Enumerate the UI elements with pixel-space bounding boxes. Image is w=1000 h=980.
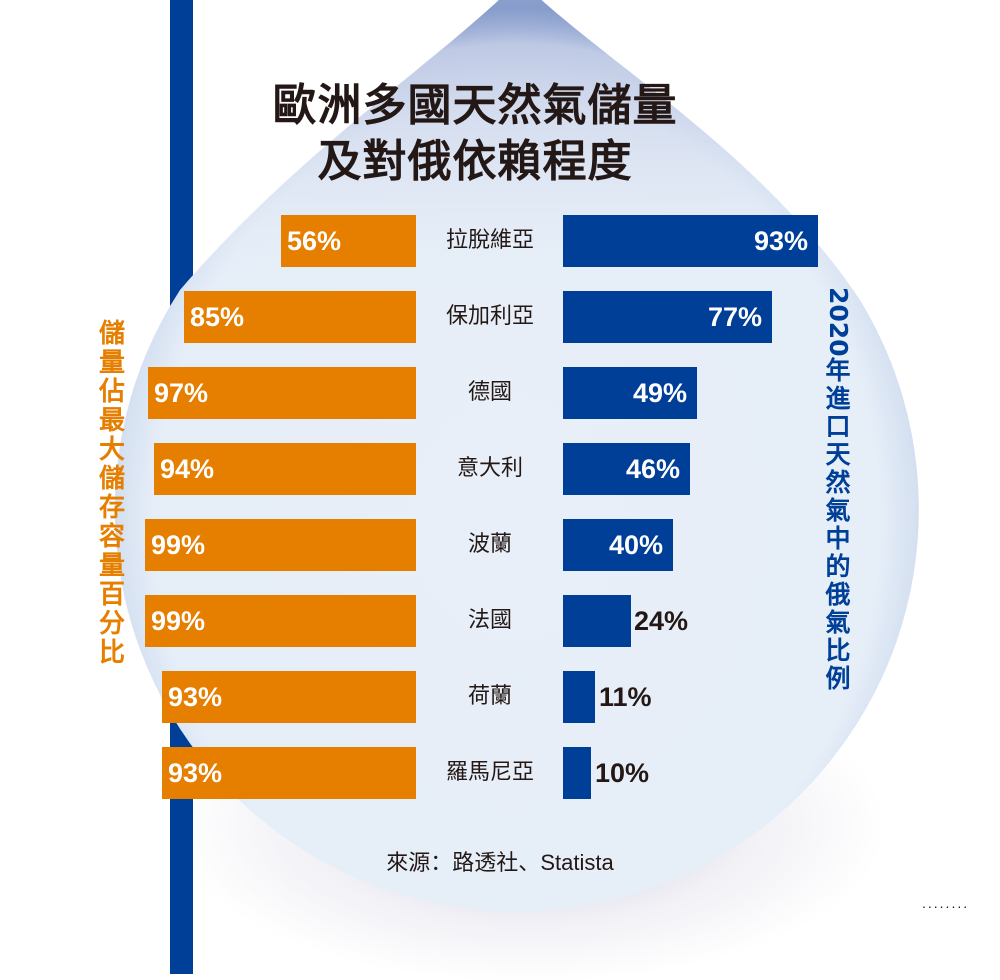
storage-value: 93% bbox=[168, 758, 223, 788]
country-label: 拉脫維亞 bbox=[445, 228, 534, 253]
left-axis-label: 儲量佔最大儲存容量百分比 bbox=[98, 319, 125, 668]
country-label: 保加利亞 bbox=[445, 304, 534, 329]
storage-value: 85% bbox=[190, 302, 245, 332]
russian-share-value: 40% bbox=[608, 530, 663, 560]
country-label: 荷蘭 bbox=[467, 684, 512, 709]
russian-share-bar: 93% bbox=[563, 215, 818, 267]
right-axis-text: 年進口天然氣中的俄氣比例 bbox=[825, 355, 851, 693]
russian-share-bar bbox=[563, 595, 631, 647]
storage-value: 93% bbox=[168, 682, 223, 712]
country-label: 德國 bbox=[467, 380, 512, 405]
storage-bar: 99% bbox=[145, 519, 416, 571]
russian-share-value: 46% bbox=[625, 454, 680, 484]
storage-value: 99% bbox=[151, 606, 206, 636]
russian-share-bar: 49% bbox=[563, 367, 697, 419]
russian-share-value: 10% bbox=[595, 758, 650, 788]
country-label: 波蘭 bbox=[467, 532, 512, 557]
russian-share-bar: 77% bbox=[563, 291, 772, 343]
russian-share-value: 77% bbox=[707, 302, 762, 332]
storage-bar: 85% bbox=[184, 291, 416, 343]
russian-share-bar: 40% bbox=[563, 519, 673, 571]
title-line-1: 歐洲多國天然氣儲量 bbox=[272, 80, 678, 131]
title-line-2: 及對俄依賴程度 bbox=[317, 136, 633, 187]
chart-title: 歐洲多國天然氣儲量 及對俄依賴程度 bbox=[240, 78, 710, 190]
right-axis-year: 2020 bbox=[824, 287, 853, 357]
storage-bar: 93% bbox=[162, 671, 416, 723]
footer-dots: ........ bbox=[922, 895, 970, 911]
storage-bar: 93% bbox=[162, 747, 416, 799]
storage-bar: 56% bbox=[281, 215, 416, 267]
source-latin: Statista bbox=[540, 850, 614, 875]
russian-share-value: 49% bbox=[632, 378, 687, 408]
source-note: 來源：路透社、Statista bbox=[300, 845, 700, 877]
right-axis-label: 2020 年進口天然氣中的俄氣比例 bbox=[822, 287, 854, 693]
storage-value: 97% bbox=[154, 378, 209, 408]
country-label: 法國 bbox=[467, 608, 512, 633]
russian-share-value: 24% bbox=[634, 606, 689, 636]
russian-share-value: 93% bbox=[753, 226, 808, 256]
country-label: 意大利 bbox=[456, 456, 523, 481]
storage-value: 99% bbox=[151, 530, 206, 560]
source-prefix: 來源：路透社、 bbox=[386, 851, 541, 876]
storage-bar: 97% bbox=[148, 367, 416, 419]
storage-value: 94% bbox=[160, 454, 215, 484]
russian-share-bar: 46% bbox=[563, 443, 690, 495]
storage-value: 56% bbox=[287, 226, 342, 256]
russian-share-bar bbox=[563, 747, 591, 799]
storage-bar: 94% bbox=[154, 443, 416, 495]
country-label: 羅馬尼亞 bbox=[445, 760, 534, 785]
russian-share-value: 11% bbox=[599, 682, 652, 712]
russian-share-bar bbox=[563, 671, 595, 723]
storage-bar: 99% bbox=[145, 595, 416, 647]
